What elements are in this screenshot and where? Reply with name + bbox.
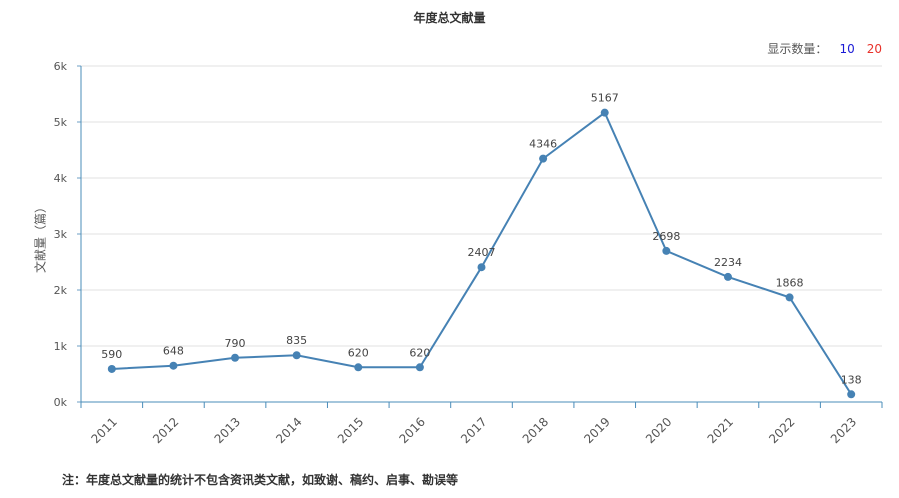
data-point xyxy=(847,390,856,399)
display-count-selector: 显示数量： 10 20 xyxy=(767,40,882,57)
x-tick-label: 2015 xyxy=(335,415,366,446)
data-label: 2698 xyxy=(652,230,680,243)
x-tick-label: 2020 xyxy=(643,415,674,446)
data-point xyxy=(107,364,116,373)
data-label: 648 xyxy=(163,345,184,358)
data-label: 2407 xyxy=(468,246,496,259)
display-count-label: 显示数量： xyxy=(767,42,828,56)
y-tick-label: 2k xyxy=(54,284,68,297)
x-tick-label: 2019 xyxy=(581,415,612,446)
data-point xyxy=(600,108,609,117)
y-tick-label: 1k xyxy=(54,340,68,353)
data-label: 790 xyxy=(225,337,246,350)
data-point xyxy=(354,363,363,372)
y-tick-label: 0k xyxy=(54,396,68,409)
data-label: 138 xyxy=(841,373,862,386)
data-point xyxy=(292,351,301,360)
x-tick-label: 2011 xyxy=(88,415,119,446)
data-label: 5167 xyxy=(591,92,619,105)
x-tick-label: 2012 xyxy=(150,415,181,446)
data-point xyxy=(723,272,732,281)
data-point xyxy=(231,353,240,362)
data-label: 2234 xyxy=(714,256,742,269)
x-tick-label: 2018 xyxy=(520,415,551,446)
footnote: 注：年度总文献量的统计不包含资讯类文献，如致谢、稿约、启事、勘误等 xyxy=(62,473,459,487)
data-point xyxy=(169,361,178,370)
data-point xyxy=(539,154,548,163)
x-tick-label: 2021 xyxy=(705,415,736,446)
x-tick-label: 2022 xyxy=(766,415,797,446)
data-label: 1868 xyxy=(776,276,804,289)
x-tick-label: 2023 xyxy=(828,415,859,446)
y-tick-label: 6k xyxy=(54,60,68,73)
data-point xyxy=(415,363,424,372)
chart-title: 年度总文献量 xyxy=(413,11,486,25)
data-label: 835 xyxy=(286,334,307,347)
x-tick-label: 2014 xyxy=(273,415,304,446)
y-tick-label: 3k xyxy=(54,228,68,241)
data-point xyxy=(662,246,671,255)
y-tick-label: 5k xyxy=(54,116,68,129)
display-count-10-option[interactable]: 10 xyxy=(839,41,855,56)
y-tick-label: 4k xyxy=(54,172,68,185)
data-label: 4346 xyxy=(529,138,557,151)
data-point xyxy=(785,293,794,302)
x-tick-label: 2013 xyxy=(212,415,243,446)
x-tick-label: 2017 xyxy=(458,415,489,446)
x-tick-label: 2016 xyxy=(397,415,428,446)
display-count-20-option[interactable]: 20 xyxy=(866,41,882,56)
data-label: 620 xyxy=(348,346,369,359)
data-label: 590 xyxy=(101,348,122,361)
data-label: 620 xyxy=(409,346,430,359)
data-point xyxy=(477,263,486,272)
